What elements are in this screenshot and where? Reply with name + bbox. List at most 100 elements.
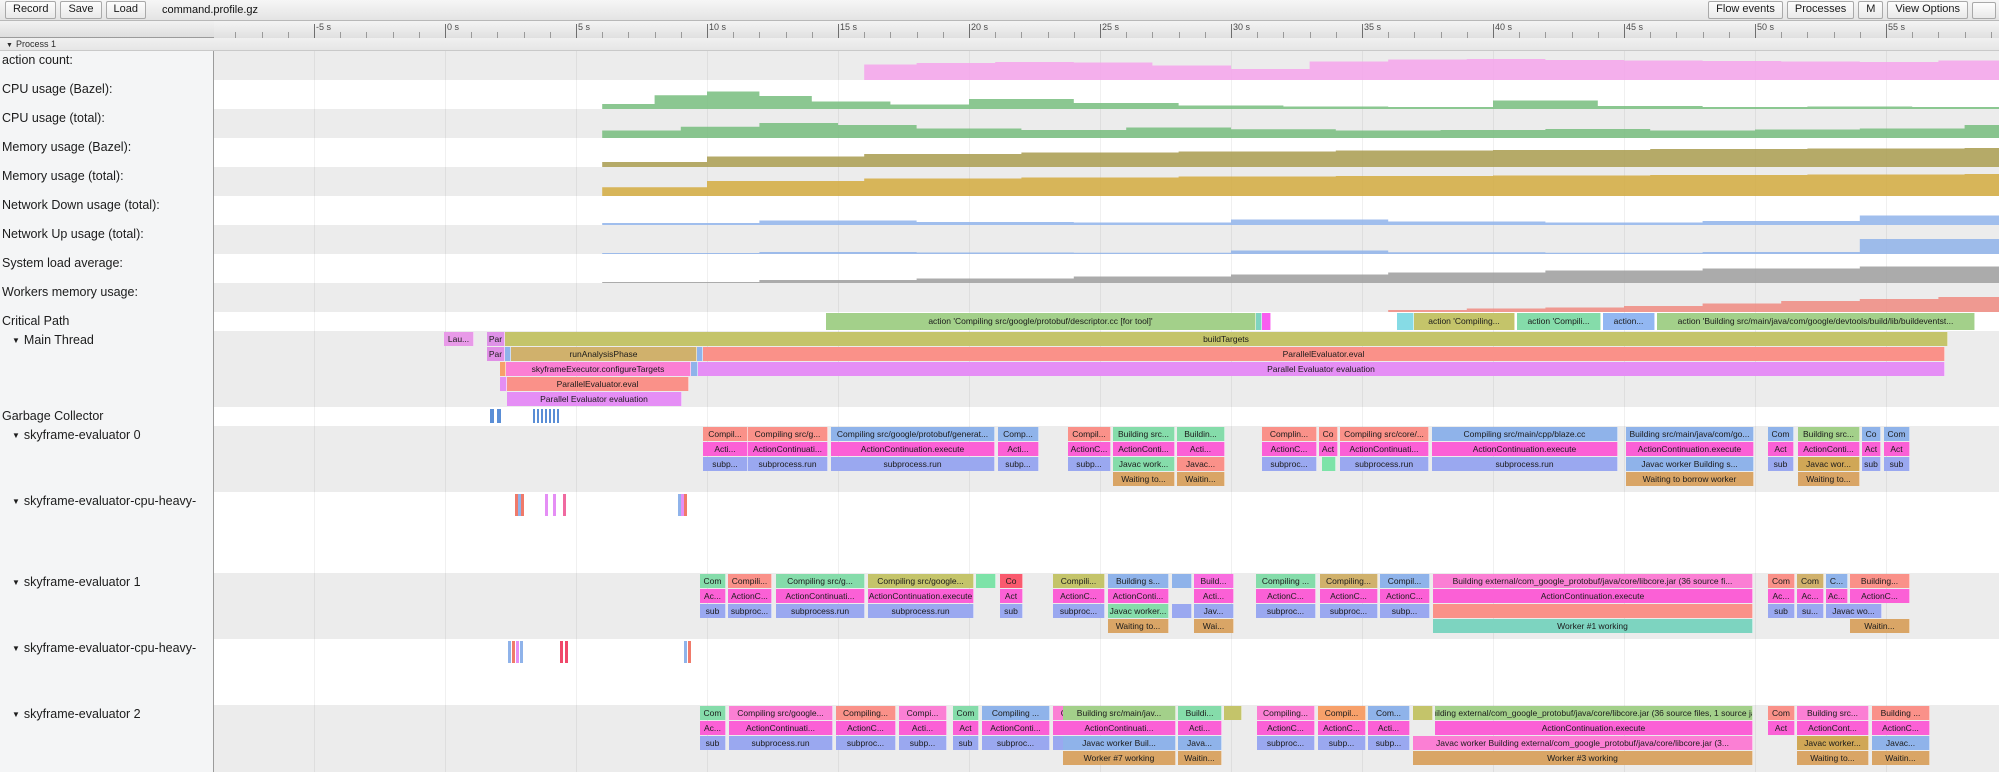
counter-chart-workers-memory[interactable] bbox=[214, 283, 1999, 312]
timeline-slice[interactable] bbox=[1256, 313, 1262, 330]
timeline-slice[interactable]: action 'Compiling src/google/protobuf/de… bbox=[826, 313, 1256, 330]
timeline-slice[interactable] bbox=[520, 641, 523, 663]
gc-event-marker[interactable] bbox=[492, 409, 494, 423]
timeline-slice[interactable] bbox=[1433, 604, 1753, 618]
timeline-slice[interactable]: sub bbox=[700, 604, 726, 618]
counter-chart-network-down[interactable] bbox=[214, 196, 1999, 225]
counter-chart-cpu-bazel[interactable] bbox=[214, 80, 1999, 109]
timeline-slice[interactable]: Waitin... bbox=[1178, 751, 1222, 765]
timeline-slice[interactable]: Waiting to... bbox=[1108, 619, 1169, 633]
timeline-slice[interactable]: ActionContinuati... bbox=[1063, 721, 1176, 735]
timeline-slice[interactable]: sub bbox=[1862, 457, 1881, 471]
timeline-slice[interactable]: Com bbox=[1768, 427, 1794, 441]
timeline-slice[interactable]: Building... bbox=[1850, 574, 1910, 588]
track-label-main-thread[interactable]: ▼ Main Thread bbox=[0, 333, 213, 347]
timeline-slice[interactable]: Acti... bbox=[1194, 589, 1234, 603]
track-label-skyframe-evaluator-0[interactable]: ▼ skyframe-evaluator 0 bbox=[0, 428, 213, 442]
timeline-slice[interactable]: subprocess.run bbox=[776, 604, 865, 618]
timeline-slice[interactable]: ActionC... bbox=[1850, 589, 1910, 603]
timeline-slice[interactable]: Com bbox=[700, 706, 726, 720]
timeline-slice[interactable]: ActionContinuati... bbox=[729, 721, 833, 735]
track-canvas[interactable]: action 'Compiling src/google/protobuf/de… bbox=[214, 51, 1999, 772]
timeline-slice[interactable]: ActionC... bbox=[1872, 721, 1930, 735]
timeline-slice[interactable]: ActionContinuation.execute bbox=[1626, 442, 1754, 456]
timeline-slice[interactable] bbox=[688, 641, 691, 663]
timeline-slice[interactable] bbox=[1413, 706, 1433, 720]
timeline-slice[interactable]: Co bbox=[1862, 427, 1881, 441]
timeline-slice[interactable]: Acti... bbox=[998, 442, 1039, 456]
timeline-slice[interactable]: Com bbox=[700, 574, 726, 588]
timeline-slice[interactable]: skyframeExecutor.configureTargets bbox=[506, 362, 691, 376]
timeline-slice[interactable]: Building src... bbox=[1113, 427, 1175, 441]
timeline-slice[interactable] bbox=[516, 641, 519, 663]
timeline-slice[interactable]: ActionContinuation.execute bbox=[868, 589, 974, 603]
timeline-slice[interactable]: Compil... bbox=[703, 427, 748, 441]
timeline-slice[interactable]: Java... bbox=[1178, 736, 1222, 750]
timeline-slice[interactable]: Compiling... bbox=[1257, 706, 1315, 720]
timeline-slice[interactable]: Ac... bbox=[700, 589, 726, 603]
timeline-slice[interactable]: subproc... bbox=[1257, 736, 1315, 750]
counter-chart-network-up[interactable] bbox=[214, 225, 1999, 254]
timeline-slice[interactable]: action 'Compili... bbox=[1517, 313, 1601, 330]
timeline-slice[interactable] bbox=[691, 362, 698, 376]
timeline-slice[interactable]: subp... bbox=[1318, 736, 1366, 750]
timeline-slice[interactable]: subp... bbox=[899, 736, 947, 750]
timeline-slice[interactable]: ActionCont... bbox=[1797, 721, 1869, 735]
timeline-slice[interactable]: subp... bbox=[703, 457, 748, 471]
timeline-slice[interactable]: subproc... bbox=[728, 604, 772, 618]
timeline-slice[interactable]: subprocess.run bbox=[831, 457, 995, 471]
timeline-slice[interactable]: ActionC... bbox=[1053, 589, 1105, 603]
timeline-slice[interactable]: Worker #7 working bbox=[1063, 751, 1176, 765]
timeline-slice[interactable]: Waiting to... bbox=[1113, 472, 1175, 486]
timeline-slice[interactable]: buildTargets bbox=[505, 332, 1948, 346]
timeline-slice[interactable]: runAnalysisPhase bbox=[511, 347, 697, 361]
timeline-slice[interactable]: subproc... bbox=[1053, 604, 1105, 618]
timeline-slice[interactable]: Compiling src/main/cpp/blaze.cc bbox=[1432, 427, 1618, 441]
load-button[interactable]: Load bbox=[105, 1, 147, 19]
timeline-slice[interactable]: Acti... bbox=[899, 721, 947, 735]
timeline-slice[interactable]: Acti... bbox=[1368, 721, 1410, 735]
timeline-slice[interactable]: subp... bbox=[1068, 457, 1111, 471]
timeline-slice[interactable] bbox=[518, 494, 521, 516]
timeline-slice[interactable]: ActionC... bbox=[1262, 442, 1317, 456]
timeline-slice[interactable]: Act bbox=[1884, 442, 1910, 456]
gc-event-marker[interactable] bbox=[490, 409, 492, 423]
timeline-slice[interactable]: ActionC... bbox=[1256, 589, 1316, 603]
timeline-slice[interactable]: Javac work... bbox=[1113, 457, 1175, 471]
timeline-slice[interactable]: Build... bbox=[1194, 574, 1234, 588]
timeline-slice[interactable] bbox=[684, 494, 687, 516]
timeline-slice[interactable]: Compiling src/core/... bbox=[1340, 427, 1429, 441]
timeline-slice[interactable]: Par bbox=[487, 347, 505, 361]
timeline-slice[interactable]: Building src... bbox=[1798, 427, 1860, 441]
timeline-slice[interactable]: action 'Compiling... bbox=[1414, 313, 1515, 330]
timeline-slice[interactable]: Building ... bbox=[1872, 706, 1930, 720]
timeline-slice[interactable]: Javac wo... bbox=[1826, 604, 1882, 618]
timeline-slice[interactable]: Building src... bbox=[1797, 706, 1869, 720]
timeline-slice[interactable]: ActionC... bbox=[1380, 589, 1430, 603]
timeline-slice[interactable] bbox=[1172, 574, 1192, 588]
timeline-slice[interactable]: ParallelEvaluator.eval bbox=[703, 347, 1945, 361]
timeline-slice[interactable]: Compil... bbox=[1318, 706, 1366, 720]
timeline-ruler[interactable]: -5 s 0 s 5 s 10 s 15 s 20 s 25 s 30 s 35 s 40 s 45… bbox=[214, 21, 1999, 38]
timeline-slice[interactable]: Javac worker Buil... bbox=[1063, 736, 1176, 750]
timeline-slice[interactable]: Building external/com_google_protobuf/ja… bbox=[1435, 706, 1753, 720]
timeline-slice[interactable]: Act bbox=[1862, 442, 1881, 456]
timeline-slice[interactable]: Complin... bbox=[1262, 427, 1317, 441]
timeline-slice[interactable]: Act bbox=[1768, 442, 1794, 456]
timeline-slice[interactable]: Compil... bbox=[1380, 574, 1430, 588]
timeline-slice[interactable]: subprocess.run bbox=[729, 736, 833, 750]
timeline-slice[interactable]: subproc... bbox=[982, 736, 1050, 750]
track-label-skyframe-evaluator-1[interactable]: ▼ skyframe-evaluator 1 bbox=[0, 575, 213, 589]
timeline-slice[interactable]: Javac worker Building s... bbox=[1626, 457, 1754, 471]
timeline-slice[interactable]: Compiling... bbox=[836, 706, 896, 720]
timeline-slice[interactable]: Building src/main/java/com/go... bbox=[1626, 427, 1754, 441]
timeline-slice[interactable]: subp... bbox=[1380, 604, 1430, 618]
timeline-slice[interactable]: Javac wor... bbox=[1798, 457, 1860, 471]
timeline-slice[interactable]: Building s... bbox=[1108, 574, 1169, 588]
timeline-slice[interactable]: sub bbox=[1768, 457, 1794, 471]
timeline-slice[interactable] bbox=[563, 494, 566, 516]
timeline-slice[interactable]: Par bbox=[487, 332, 505, 346]
timeline-slice[interactable]: Worker #1 working bbox=[1433, 619, 1753, 633]
timeline-slice[interactable]: Compili... bbox=[1053, 574, 1105, 588]
timeline-slice[interactable] bbox=[521, 494, 524, 516]
